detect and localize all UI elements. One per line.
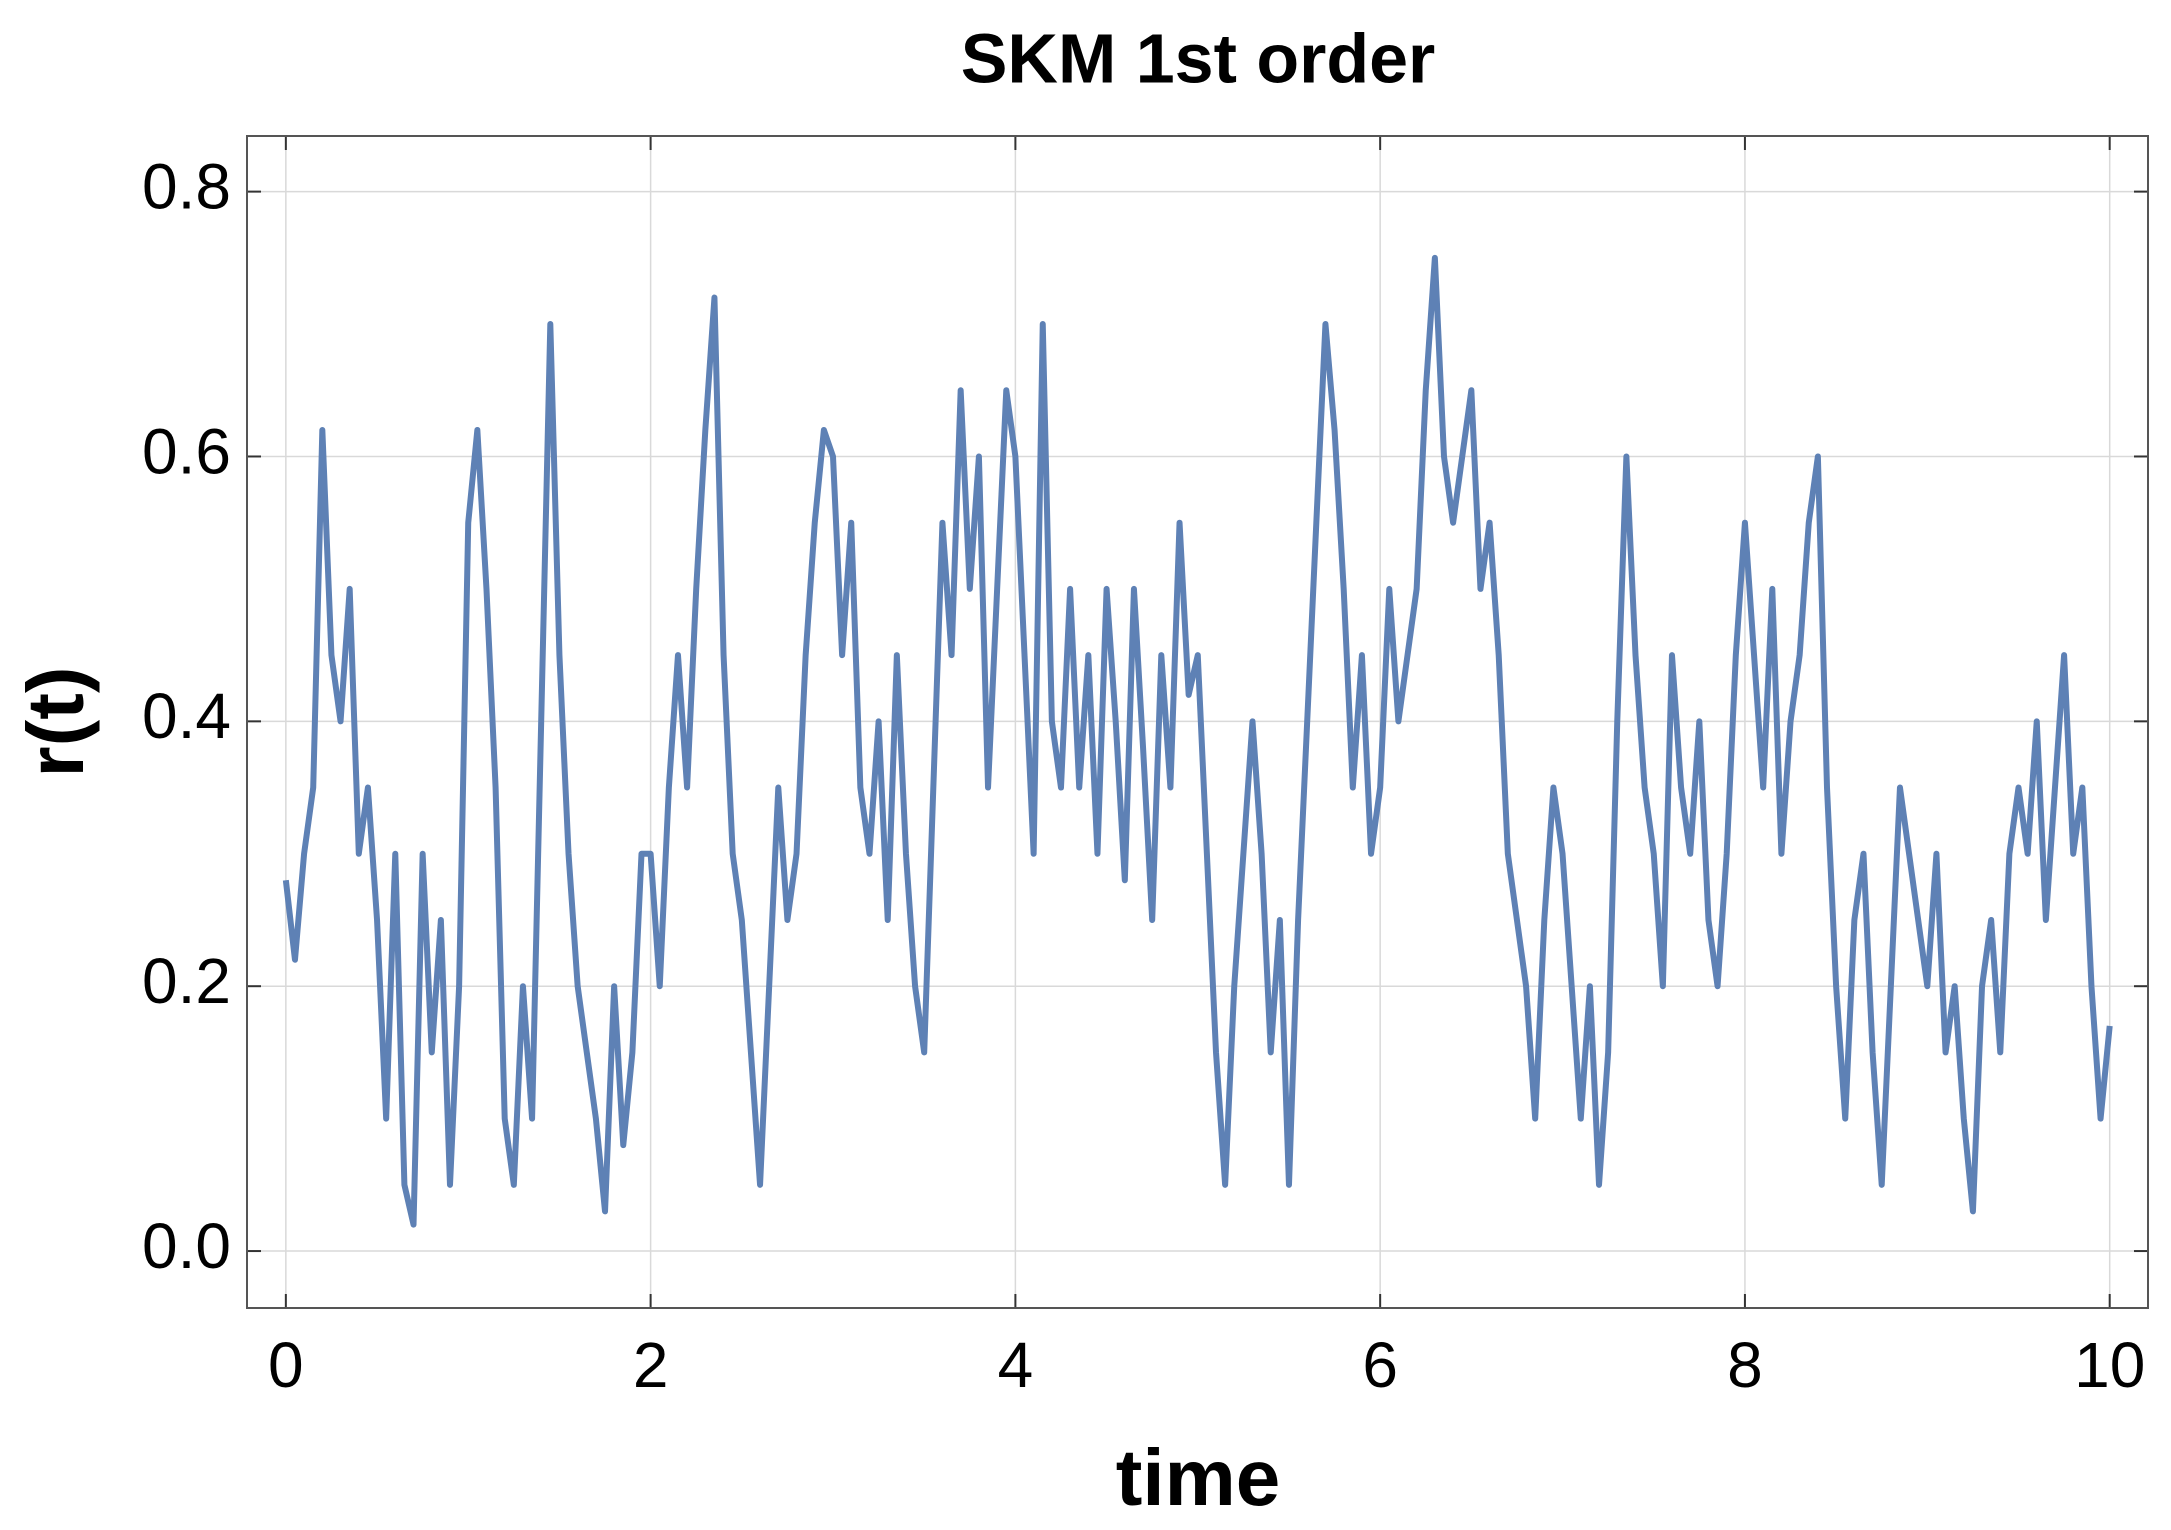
x-tick-label: 2 [633, 1329, 669, 1401]
plot-frame [246, 135, 2149, 1309]
chart-title: SKM 1st order [961, 19, 1436, 97]
y-tick-label: 0.6 [142, 415, 231, 487]
x-tick-label: 10 [2074, 1329, 2145, 1401]
y-tick-label: 0.4 [142, 680, 231, 752]
x-tick-label: 0 [268, 1329, 304, 1401]
y-tick-label: 0.2 [142, 945, 231, 1017]
data-line [282, 254, 2113, 1228]
y-tick-label: 0.8 [142, 151, 231, 223]
y-tick-label: 0.0 [142, 1210, 231, 1282]
x-tick-label: 8 [1727, 1329, 1763, 1401]
y-axis-label: r(t) [11, 666, 100, 777]
x-tick-label: 4 [998, 1329, 1034, 1401]
x-axis-label: time [1116, 1433, 1281, 1522]
x-tick-label: 6 [1362, 1329, 1398, 1401]
